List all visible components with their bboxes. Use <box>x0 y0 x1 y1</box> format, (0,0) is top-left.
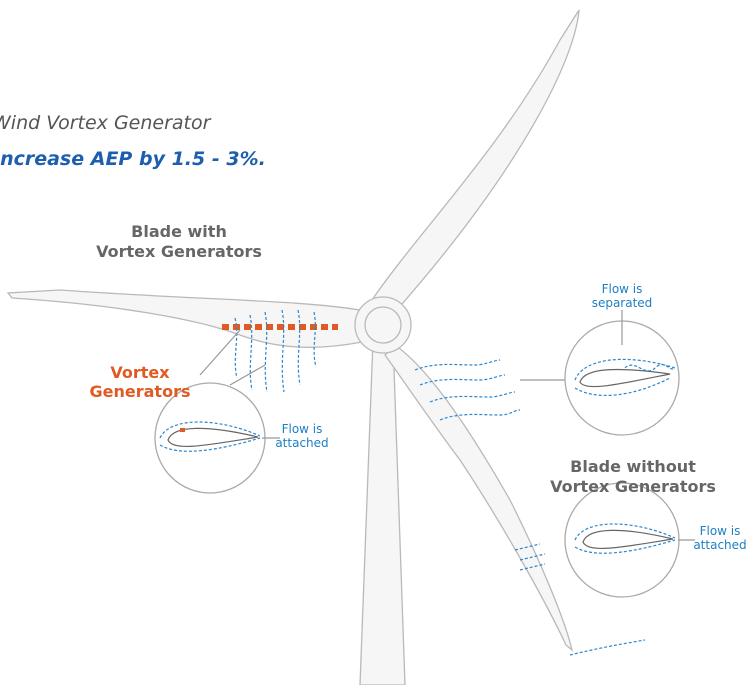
label: Vortex Generators <box>550 477 716 496</box>
label: Generators <box>90 382 191 401</box>
label: attached <box>693 538 746 552</box>
label: attached <box>275 436 328 450</box>
label: Blade without <box>570 457 696 476</box>
vg-marker <box>180 428 185 432</box>
hub-inner <box>365 307 401 343</box>
label: Vortex Generators <box>96 242 262 261</box>
label: separated <box>592 296 653 310</box>
pointer <box>200 330 240 375</box>
diagram: Wind Vortex Generator Increase AEP by 1.… <box>0 0 751 685</box>
subtitle: Increase AEP by 1.5 - 3%. <box>0 148 266 170</box>
label: Flow is <box>282 422 323 436</box>
label: Flow is <box>700 524 741 538</box>
tower <box>360 340 405 685</box>
blade-up <box>372 10 579 312</box>
label: Vortex <box>110 363 170 382</box>
label: Flow is <box>602 282 643 296</box>
title: Wind Vortex Generator <box>0 112 212 134</box>
label: Blade with <box>131 222 227 241</box>
blade-down <box>385 345 572 650</box>
blade-left <box>8 290 362 347</box>
